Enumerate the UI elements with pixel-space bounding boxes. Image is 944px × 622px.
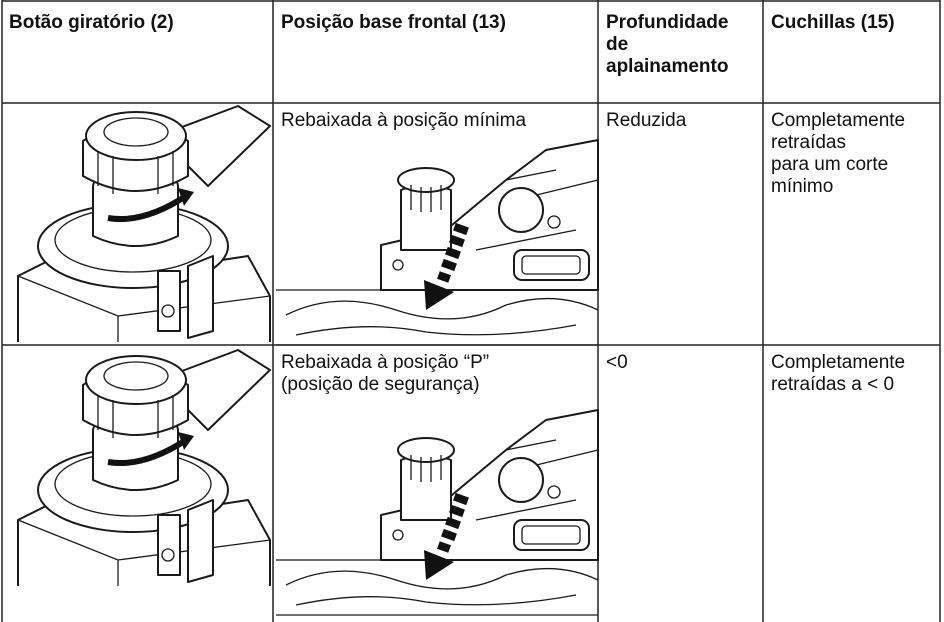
header-cell: Botão giratório (2) (9, 12, 174, 33)
header-cell: Cuchillas (15) (771, 12, 895, 33)
table-cell: Completamente retraídas para um corte mí… (771, 110, 906, 197)
header-cell: Posição base frontal (13) (281, 12, 506, 33)
header-cell: Profundidade de aplainamento (606, 12, 729, 77)
planer-illustration (275, 139, 599, 346)
table-cell: Rebaixada à posição “P” (posição de segu… (281, 352, 490, 395)
knob-illustration (18, 350, 270, 586)
table-cell: Reduzida (606, 110, 687, 131)
planer-illustration (275, 409, 599, 616)
table-cell: Completamente retraídas a < 0 (771, 352, 906, 395)
knob-illustration (18, 106, 270, 342)
table-cell: <0 (606, 352, 628, 373)
table-cell: Rebaixada à posição mínima (281, 110, 527, 131)
